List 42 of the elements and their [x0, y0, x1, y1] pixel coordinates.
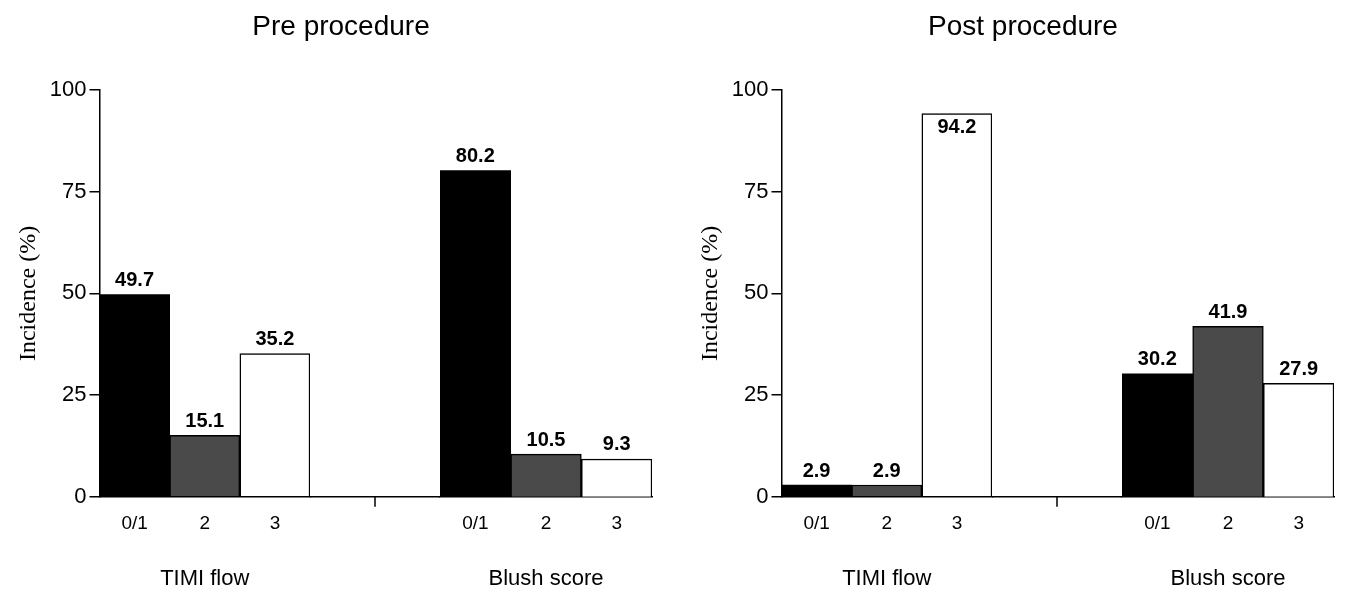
x-axis-title: Blush score: [1170, 564, 1286, 590]
x-tick-label: 0/1: [462, 512, 489, 534]
data-label: 41.9: [1208, 299, 1248, 322]
x-tick-label: 3: [269, 512, 281, 534]
y-tick-label: 50: [744, 279, 769, 305]
y-tick-label: 75: [744, 177, 769, 203]
data-label: 9.3: [602, 432, 631, 455]
y-tick-label: 0: [74, 482, 87, 508]
x-tick-label: 2: [540, 512, 552, 534]
y-tick-label: 75: [62, 177, 87, 203]
y-tick-label: 50: [62, 279, 87, 305]
y-tick-label: 100: [731, 76, 769, 102]
x-tick-label: 2: [1222, 512, 1234, 534]
x-axis-title: TIMI flow: [160, 564, 250, 590]
x-tick-label: 3: [1293, 512, 1304, 534]
x-tick-label: 0/1: [121, 512, 148, 534]
data-label: 30.2: [1137, 347, 1177, 370]
data-label: 2.9: [802, 458, 831, 481]
x-tick-label: 2: [199, 512, 211, 534]
x-tick-label: 0/1: [803, 512, 830, 534]
data-label: 27.9: [1279, 356, 1319, 379]
data-label: 49.7: [115, 268, 155, 291]
data-label: 15.1: [185, 408, 225, 431]
y-tick-label: 0: [756, 482, 769, 508]
y-tick-label: 25: [62, 381, 87, 407]
y-tick-label: 100: [49, 76, 87, 102]
chart-title: Post procedure: [927, 10, 1119, 42]
x-tick-label: 2: [881, 512, 893, 534]
x-tick-label: 0/1: [1144, 512, 1171, 534]
y-axis-title: Incidence (%): [13, 225, 40, 362]
data-label: 35.2: [255, 327, 295, 350]
data-label: 10.5: [526, 427, 566, 450]
x-tick-label: 3: [951, 512, 963, 534]
x-tick-label: 3: [611, 512, 622, 534]
x-axis-title: TIMI flow: [842, 564, 932, 590]
data-label: 80.2: [455, 144, 495, 167]
data-label: 94.2: [937, 115, 977, 138]
data-label: 2.9: [872, 458, 901, 481]
x-axis-title: Blush score: [488, 564, 604, 590]
chart-title: Pre procedure: [251, 10, 431, 42]
y-tick-label: 25: [744, 381, 769, 407]
y-axis-title: Incidence (%): [695, 225, 722, 362]
